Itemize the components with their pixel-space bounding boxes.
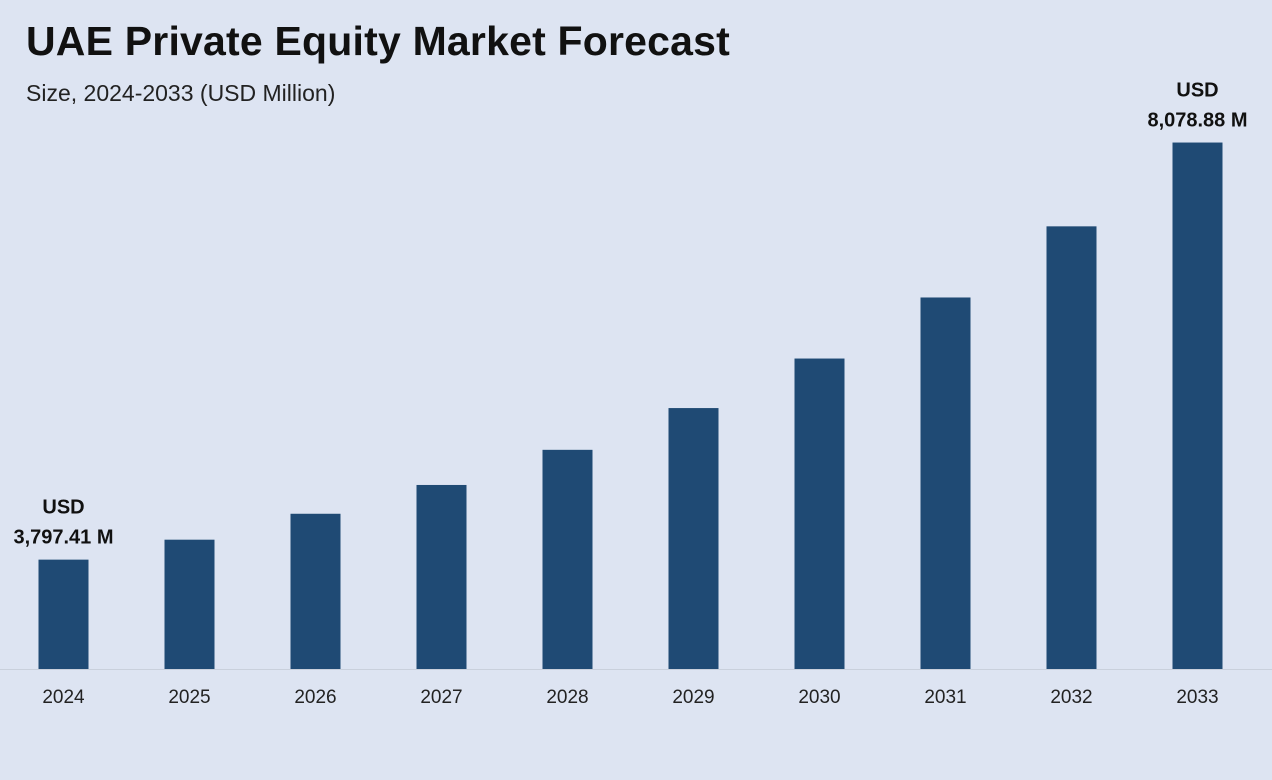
x-tick-label-2025: 2025 [168, 687, 210, 708]
x-tick-label-2032: 2032 [1050, 687, 1092, 708]
bar-2032 [1046, 226, 1097, 669]
bar-2029 [668, 408, 719, 669]
bar-2027 [416, 484, 467, 669]
chart-title: UAE Private Equity Market Forecast [26, 18, 731, 64]
bar-2025 [164, 539, 215, 669]
bar-2033 [1172, 142, 1223, 669]
data-label-2033-line-2: 8,078.88 M [1147, 110, 1247, 132]
x-tick-label-2028: 2028 [546, 687, 588, 708]
data-label-2024-line-2: 3,797.41 M [13, 527, 113, 549]
x-tick-label-2026: 2026 [294, 687, 336, 708]
x-tick-label-2024: 2024 [42, 687, 85, 708]
x-tick-label-2029: 2029 [672, 687, 714, 708]
bar-2030 [794, 358, 845, 669]
data-label-2033-line-1: USD [1176, 80, 1218, 102]
data-label-2024-line-1: USD [42, 497, 84, 519]
x-tick-label-2030: 2030 [798, 687, 840, 708]
bar-2028 [542, 449, 593, 669]
x-tick-label-2027: 2027 [420, 687, 462, 708]
chart-subtitle: Size, 2024-2033 (USD Million) [26, 80, 336, 106]
x-tick-label-2031: 2031 [924, 687, 966, 708]
bar-2026 [290, 513, 341, 669]
bar-2024 [38, 559, 89, 669]
x-tick-label-2033: 2033 [1176, 687, 1218, 708]
bar-2031 [920, 297, 971, 669]
